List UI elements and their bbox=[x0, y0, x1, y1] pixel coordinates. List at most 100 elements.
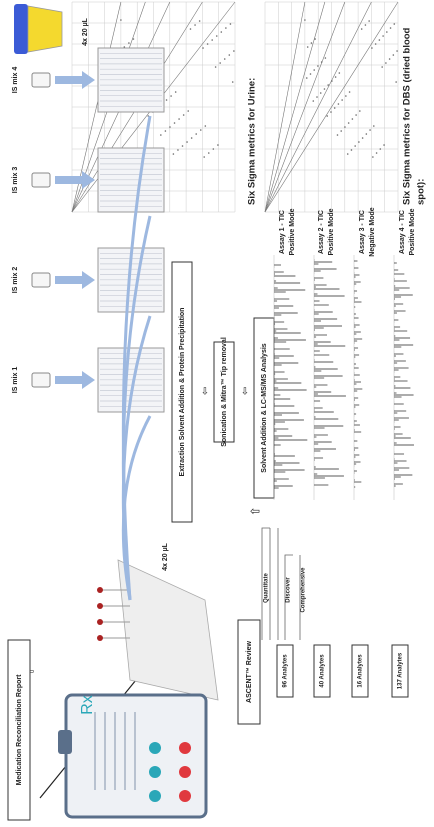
urine-cup bbox=[14, 4, 62, 54]
plot-dot bbox=[366, 133, 368, 135]
plot-dot bbox=[199, 20, 201, 22]
plot-dot bbox=[380, 148, 382, 150]
plot-dot bbox=[347, 153, 349, 155]
plot-dot bbox=[208, 152, 210, 154]
plot-dot bbox=[317, 65, 319, 67]
dbs-title: Six Sigma metrics for DBS (dried blood bbox=[402, 27, 413, 205]
plot-dot bbox=[190, 28, 192, 30]
plot-dot bbox=[174, 122, 176, 124]
arrow bbox=[55, 271, 95, 289]
assay-label: Assay 2 - TIC bbox=[318, 210, 325, 254]
plot-dot bbox=[224, 58, 226, 60]
plot-dot bbox=[386, 31, 388, 33]
plot-dot bbox=[382, 35, 384, 37]
plot-dot bbox=[316, 96, 318, 98]
plot-dot bbox=[351, 149, 353, 151]
plot-dot bbox=[215, 66, 217, 68]
plot-dot bbox=[362, 137, 364, 139]
assay-label: Assay 1 - TIC bbox=[279, 210, 286, 254]
plot-dot bbox=[369, 129, 371, 131]
plot-dot bbox=[216, 35, 218, 37]
plot-dot bbox=[327, 84, 329, 86]
plate-label: 4x 20 µL bbox=[162, 542, 169, 570]
plot-dot bbox=[345, 95, 347, 97]
plot-dot bbox=[338, 103, 340, 105]
plot-dot bbox=[170, 95, 172, 97]
assay-label: Positive Mode bbox=[409, 208, 416, 255]
vial bbox=[32, 373, 50, 387]
arrow bbox=[55, 371, 95, 389]
plot-dot bbox=[225, 27, 227, 29]
plot-dot bbox=[160, 134, 162, 136]
plot-dot bbox=[334, 107, 336, 109]
plot-dot bbox=[228, 54, 230, 56]
is-mix-label: IS mix 2 bbox=[12, 267, 19, 294]
plot-dot bbox=[381, 66, 383, 68]
mode: Quantitate bbox=[264, 573, 270, 603]
plot-dot bbox=[221, 31, 223, 33]
analyte-label: 96 Analytes bbox=[283, 654, 289, 688]
sampling-device bbox=[97, 560, 218, 700]
plot-dot bbox=[335, 76, 337, 78]
assay-label: Assay 3 - TIC bbox=[359, 210, 366, 254]
analyte-label: 137 Analytes bbox=[398, 652, 404, 689]
is-mix-label: IS mix 4 bbox=[12, 67, 19, 94]
step-sonication: Sonication & Mitra™ Tip removal bbox=[221, 337, 228, 447]
plot-dot bbox=[331, 80, 333, 82]
plot-dot bbox=[383, 144, 385, 146]
plot-dot bbox=[325, 57, 327, 59]
plot-dot bbox=[166, 99, 168, 101]
plot-dot bbox=[173, 153, 175, 155]
plot-dot bbox=[203, 156, 205, 158]
plot-dot bbox=[337, 134, 339, 136]
assay-label: Assay 4 - TIC bbox=[399, 210, 406, 254]
plot-dot bbox=[355, 114, 357, 116]
assay-label: Positive Mode bbox=[289, 208, 296, 255]
plot-dot bbox=[314, 38, 316, 40]
plot-dot bbox=[313, 69, 315, 71]
plot-dot bbox=[358, 141, 360, 143]
urine-title: Six Sigma metrics for Urine: bbox=[247, 78, 258, 205]
sigma-plot bbox=[265, 2, 398, 212]
plot-dot bbox=[330, 111, 332, 113]
plot-dot bbox=[326, 115, 328, 117]
plot-dot bbox=[339, 72, 341, 74]
plot-dot bbox=[213, 148, 215, 150]
plot-dot bbox=[230, 23, 232, 25]
plot-dot bbox=[217, 144, 219, 146]
plot-dot bbox=[211, 39, 213, 41]
vial bbox=[32, 173, 50, 187]
analyte-label: 16 Analytes bbox=[358, 654, 364, 688]
plot-dot bbox=[324, 88, 326, 90]
down-arrow: ⇩ bbox=[201, 387, 209, 398]
plot-dot bbox=[178, 118, 180, 120]
plot-dot bbox=[379, 39, 381, 41]
chromatograms bbox=[274, 255, 414, 500]
plot-dot bbox=[182, 145, 184, 147]
plot-dot bbox=[187, 110, 189, 112]
plot-dot bbox=[352, 118, 354, 120]
plot-dot bbox=[354, 145, 356, 147]
plot-dot bbox=[389, 58, 391, 60]
arrow bbox=[55, 71, 95, 89]
plot-dot bbox=[307, 46, 309, 48]
plot-dot bbox=[169, 126, 171, 128]
plot-dot bbox=[304, 19, 306, 21]
plot-dot bbox=[207, 43, 209, 45]
plot-dot bbox=[395, 81, 397, 83]
vial bbox=[32, 273, 50, 287]
plot-dot bbox=[361, 28, 363, 30]
plot-dot bbox=[321, 61, 323, 63]
plot-dot bbox=[191, 137, 193, 139]
plot-dot bbox=[376, 152, 378, 154]
analyte-label: 40 Analytes bbox=[320, 654, 326, 688]
plot-dot bbox=[344, 126, 346, 128]
plot-dot bbox=[341, 99, 343, 101]
plot-dot bbox=[359, 110, 361, 112]
plot-dot bbox=[390, 27, 392, 29]
rx-symbol: Rx bbox=[79, 695, 96, 715]
plot-dot bbox=[393, 23, 395, 25]
assay-label: Negative Mode bbox=[369, 207, 376, 257]
plot-dot bbox=[310, 73, 312, 75]
plot-dot bbox=[393, 54, 395, 56]
